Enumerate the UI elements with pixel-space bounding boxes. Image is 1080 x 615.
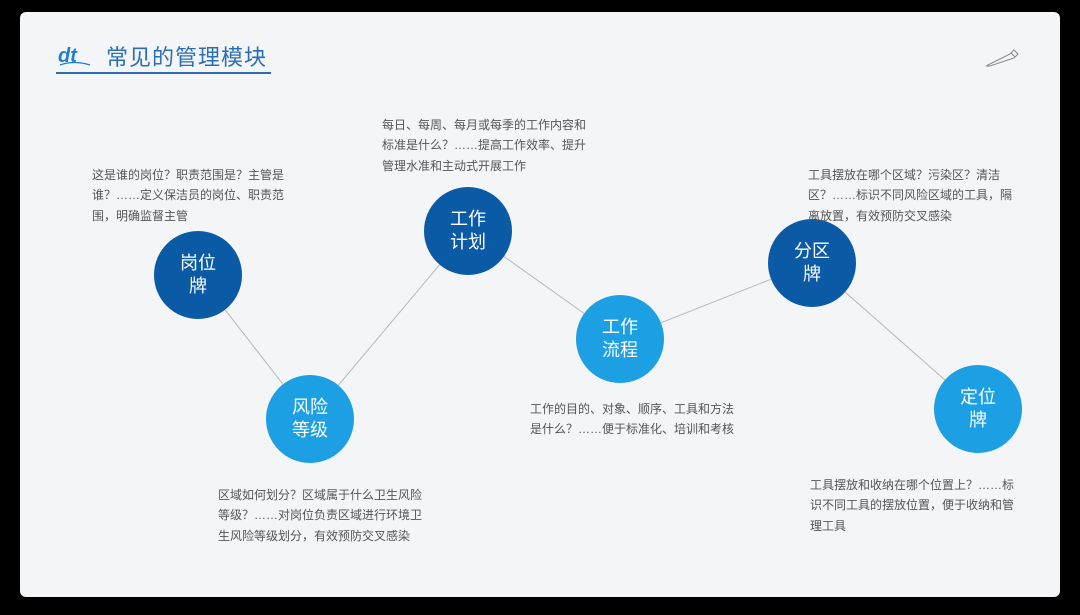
pen-icon [984, 48, 1024, 68]
desc-n1: 这是谁的岗位？职责范围是？主管是谁？……定义保洁员的岗位、职责范围，明确监督主管 [92, 165, 302, 226]
desc-n2: 区域如何划分？区域属于什么卫生风险等级？……对岗位负责区域进行环境卫生风险等级划… [218, 485, 428, 546]
node-n6: 定位牌 [934, 365, 1022, 453]
edge [845, 292, 945, 380]
node-n1: 岗位牌 [154, 231, 242, 319]
desc-n3: 每日、每周、每月或每季的工作内容和标准是什么？……提高工作效率、提升管理水准和主… [382, 115, 592, 176]
diagram-canvas: 岗位牌风险等级 工作计划工作流程 分区牌定位牌 这是谁的岗位？职责范围是？主管是谁？…… [20, 87, 1060, 597]
slide: dt 常见的管理模块 岗位牌风险等级 工作计划工作流程 分区牌定位牌 这是谁的岗位？职… [20, 12, 1060, 597]
edge [225, 310, 283, 385]
title-underline [56, 72, 271, 74]
node-label: 工作流程 [602, 316, 638, 363]
node-n3: 工作计划 [424, 187, 512, 275]
svg-text:dt: dt [58, 45, 78, 67]
slide-header: dt 常见的管理模块 [56, 40, 267, 72]
page-title: 常见的管理模块 [106, 40, 267, 72]
node-n5: 分区牌 [768, 219, 856, 307]
node-label: 工作计划 [450, 208, 486, 255]
node-n2: 风险等级 [266, 375, 354, 463]
node-label: 定位牌 [960, 386, 996, 433]
desc-n5: 工具摆放在哪个区域？污染区？清洁区？……标识不同风险区域的工具，隔离放置，有效预… [808, 165, 1018, 226]
edge [504, 256, 584, 313]
logo: dt [56, 42, 94, 70]
edge [661, 279, 771, 323]
edge [338, 265, 439, 386]
desc-n6: 工具摆放和收纳在哪个位置上？……标识不同工具的摆放位置，便于收纳和管理工具 [810, 475, 1020, 536]
desc-n4: 工作的目的、对象、顺序、工具和方法是什么？……便于标准化、培训和考核 [530, 399, 740, 440]
node-n4: 工作流程 [576, 295, 664, 383]
node-label: 风险等级 [292, 396, 328, 443]
node-label: 岗位牌 [180, 252, 216, 299]
node-label: 分区牌 [794, 240, 830, 287]
